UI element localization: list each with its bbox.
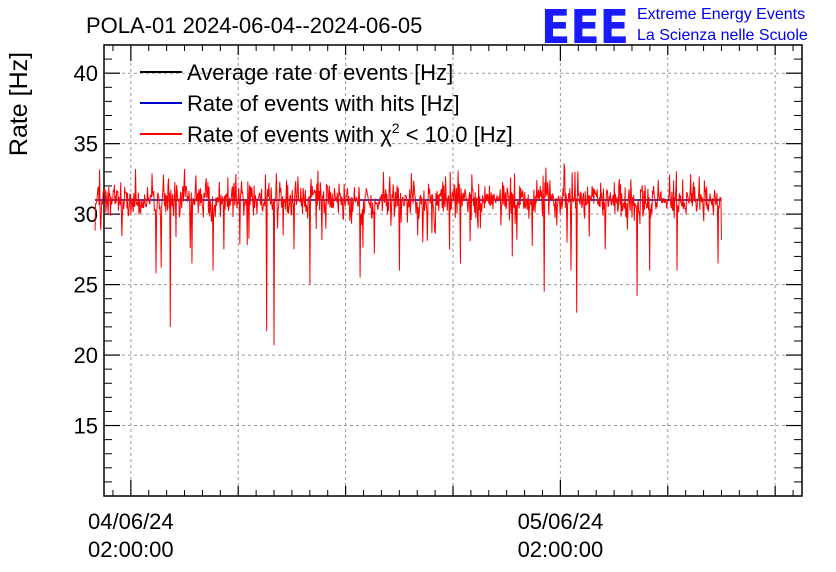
x-tick-label-date-0: 04/06/24 (88, 509, 174, 534)
legend: Average rate of events [Hz] Rate of even… (140, 60, 513, 147)
x-tick-label-time-0: 02:00:00 (88, 537, 174, 562)
y-tick-label-40: 40 (74, 61, 98, 86)
y-tick-labels: 15 20 25 30 35 40 (74, 61, 98, 438)
axis-ticks (104, 45, 802, 496)
y-tick-label-15: 15 (74, 414, 98, 439)
y-tick-label-35: 35 (74, 132, 98, 157)
series-layer (94, 163, 722, 346)
series-chi2-rate-line (94, 163, 722, 346)
logo-mark: EEE (541, 0, 629, 54)
x-tick-label-time-1: 02:00:00 (518, 537, 604, 562)
logo-line-1: Extreme Energy Events (637, 6, 805, 23)
x-tick-labels: 04/06/24 02:00:00 05/06/24 02:00:00 (88, 509, 603, 562)
logo-line-2: La Scienza nelle Scuole (637, 27, 808, 44)
legend-label-average: Average rate of events [Hz] (187, 60, 453, 85)
eee-logo: EEE Extreme Energy Events La Scienza nel… (541, 0, 808, 54)
legend-label-hits: Rate of events with hits [Hz] (187, 91, 460, 116)
y-tick-label-20: 20 (74, 343, 98, 368)
y-tick-label-25: 25 (74, 273, 98, 298)
x-tick-label-date-1: 05/06/24 (518, 509, 604, 534)
y-axis-label: Rate [Hz] (5, 52, 33, 156)
chart-title: POLA-01 2024-06-04--2024-06-05 (86, 13, 422, 38)
legend-label-chi2: Rate of events with χ2 < 10.0 [Hz] (187, 120, 513, 147)
y-tick-label-30: 30 (74, 202, 98, 227)
